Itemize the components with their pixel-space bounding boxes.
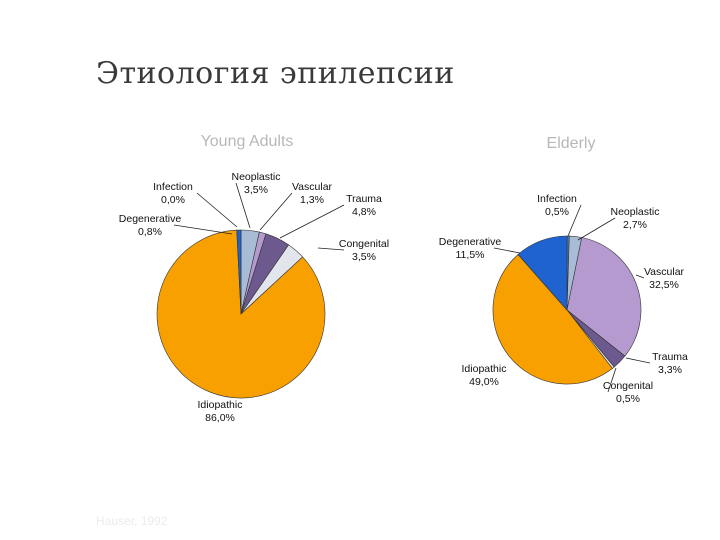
slice-label-vascular: Vascular 32,5% bbox=[644, 266, 685, 291]
slice-label-neoplastic: Neoplastic 3,5% bbox=[231, 171, 280, 196]
slice-label-infection: Infection 0,5% bbox=[537, 193, 577, 218]
leader-line-infection bbox=[196, 192, 238, 228]
leader-line-trauma bbox=[279, 204, 345, 239]
chart-title: Young Adults bbox=[201, 133, 294, 150]
chart-title: Elderly bbox=[547, 135, 596, 152]
pie-chart-young-adults: Young Adults Infection 0,0% Neoplastic 3,5% V… bbox=[119, 133, 389, 424]
slice-label-idiopathic: Idiopathic 86,0% bbox=[198, 399, 243, 424]
leader-line-neoplastic bbox=[577, 217, 616, 241]
slice-label-vascular: Vascular 1,3% bbox=[292, 181, 333, 206]
leader-line-congenital bbox=[317, 247, 345, 251]
slice-label-degenerative: Degenerative 11,5% bbox=[439, 236, 502, 261]
source-citation: Hauser, 1992 bbox=[96, 514, 168, 528]
slice-label-trauma: Trauma 4,8% bbox=[346, 193, 382, 218]
slice-label-trauma: Trauma 3,3% bbox=[652, 351, 688, 376]
slice-label-degenerative: Degenerative 0,8% bbox=[119, 213, 182, 238]
leader-line-congenital bbox=[607, 367, 617, 393]
slide-title: Этиология эпилепсии bbox=[96, 56, 455, 91]
pie-chart-elderly: Elderly Infection 0,5% Neoplastic 2,7% Vascul… bbox=[439, 135, 688, 405]
leader-line-vascular bbox=[259, 192, 293, 231]
leader-line-degenerative bbox=[493, 247, 521, 254]
pie-slice-idiopathic bbox=[492, 254, 613, 385]
slice-label-congenital: Congenital 3,5% bbox=[339, 238, 389, 263]
slice-label-neoplastic: Neoplastic 2,7% bbox=[610, 206, 659, 231]
leader-line-degenerative bbox=[173, 224, 233, 235]
slice-label-idiopathic: Idiopathic 49,0% bbox=[462, 363, 507, 388]
pie-slice-vascular bbox=[566, 237, 642, 357]
slice-label-infection: Infection 0,0% bbox=[153, 181, 193, 206]
leader-line-vascular bbox=[635, 274, 645, 279]
pie-slice-degenerative bbox=[517, 235, 568, 311]
pie-slice-degenerative bbox=[236, 229, 242, 315]
leader-line-trauma bbox=[625, 357, 651, 364]
slice-label-congenital: Congenital 0,5% bbox=[603, 380, 653, 405]
pie-slice-idiopathic bbox=[156, 229, 326, 399]
leader-line-neoplastic bbox=[235, 182, 251, 229]
leader-line-infection bbox=[567, 204, 582, 237]
